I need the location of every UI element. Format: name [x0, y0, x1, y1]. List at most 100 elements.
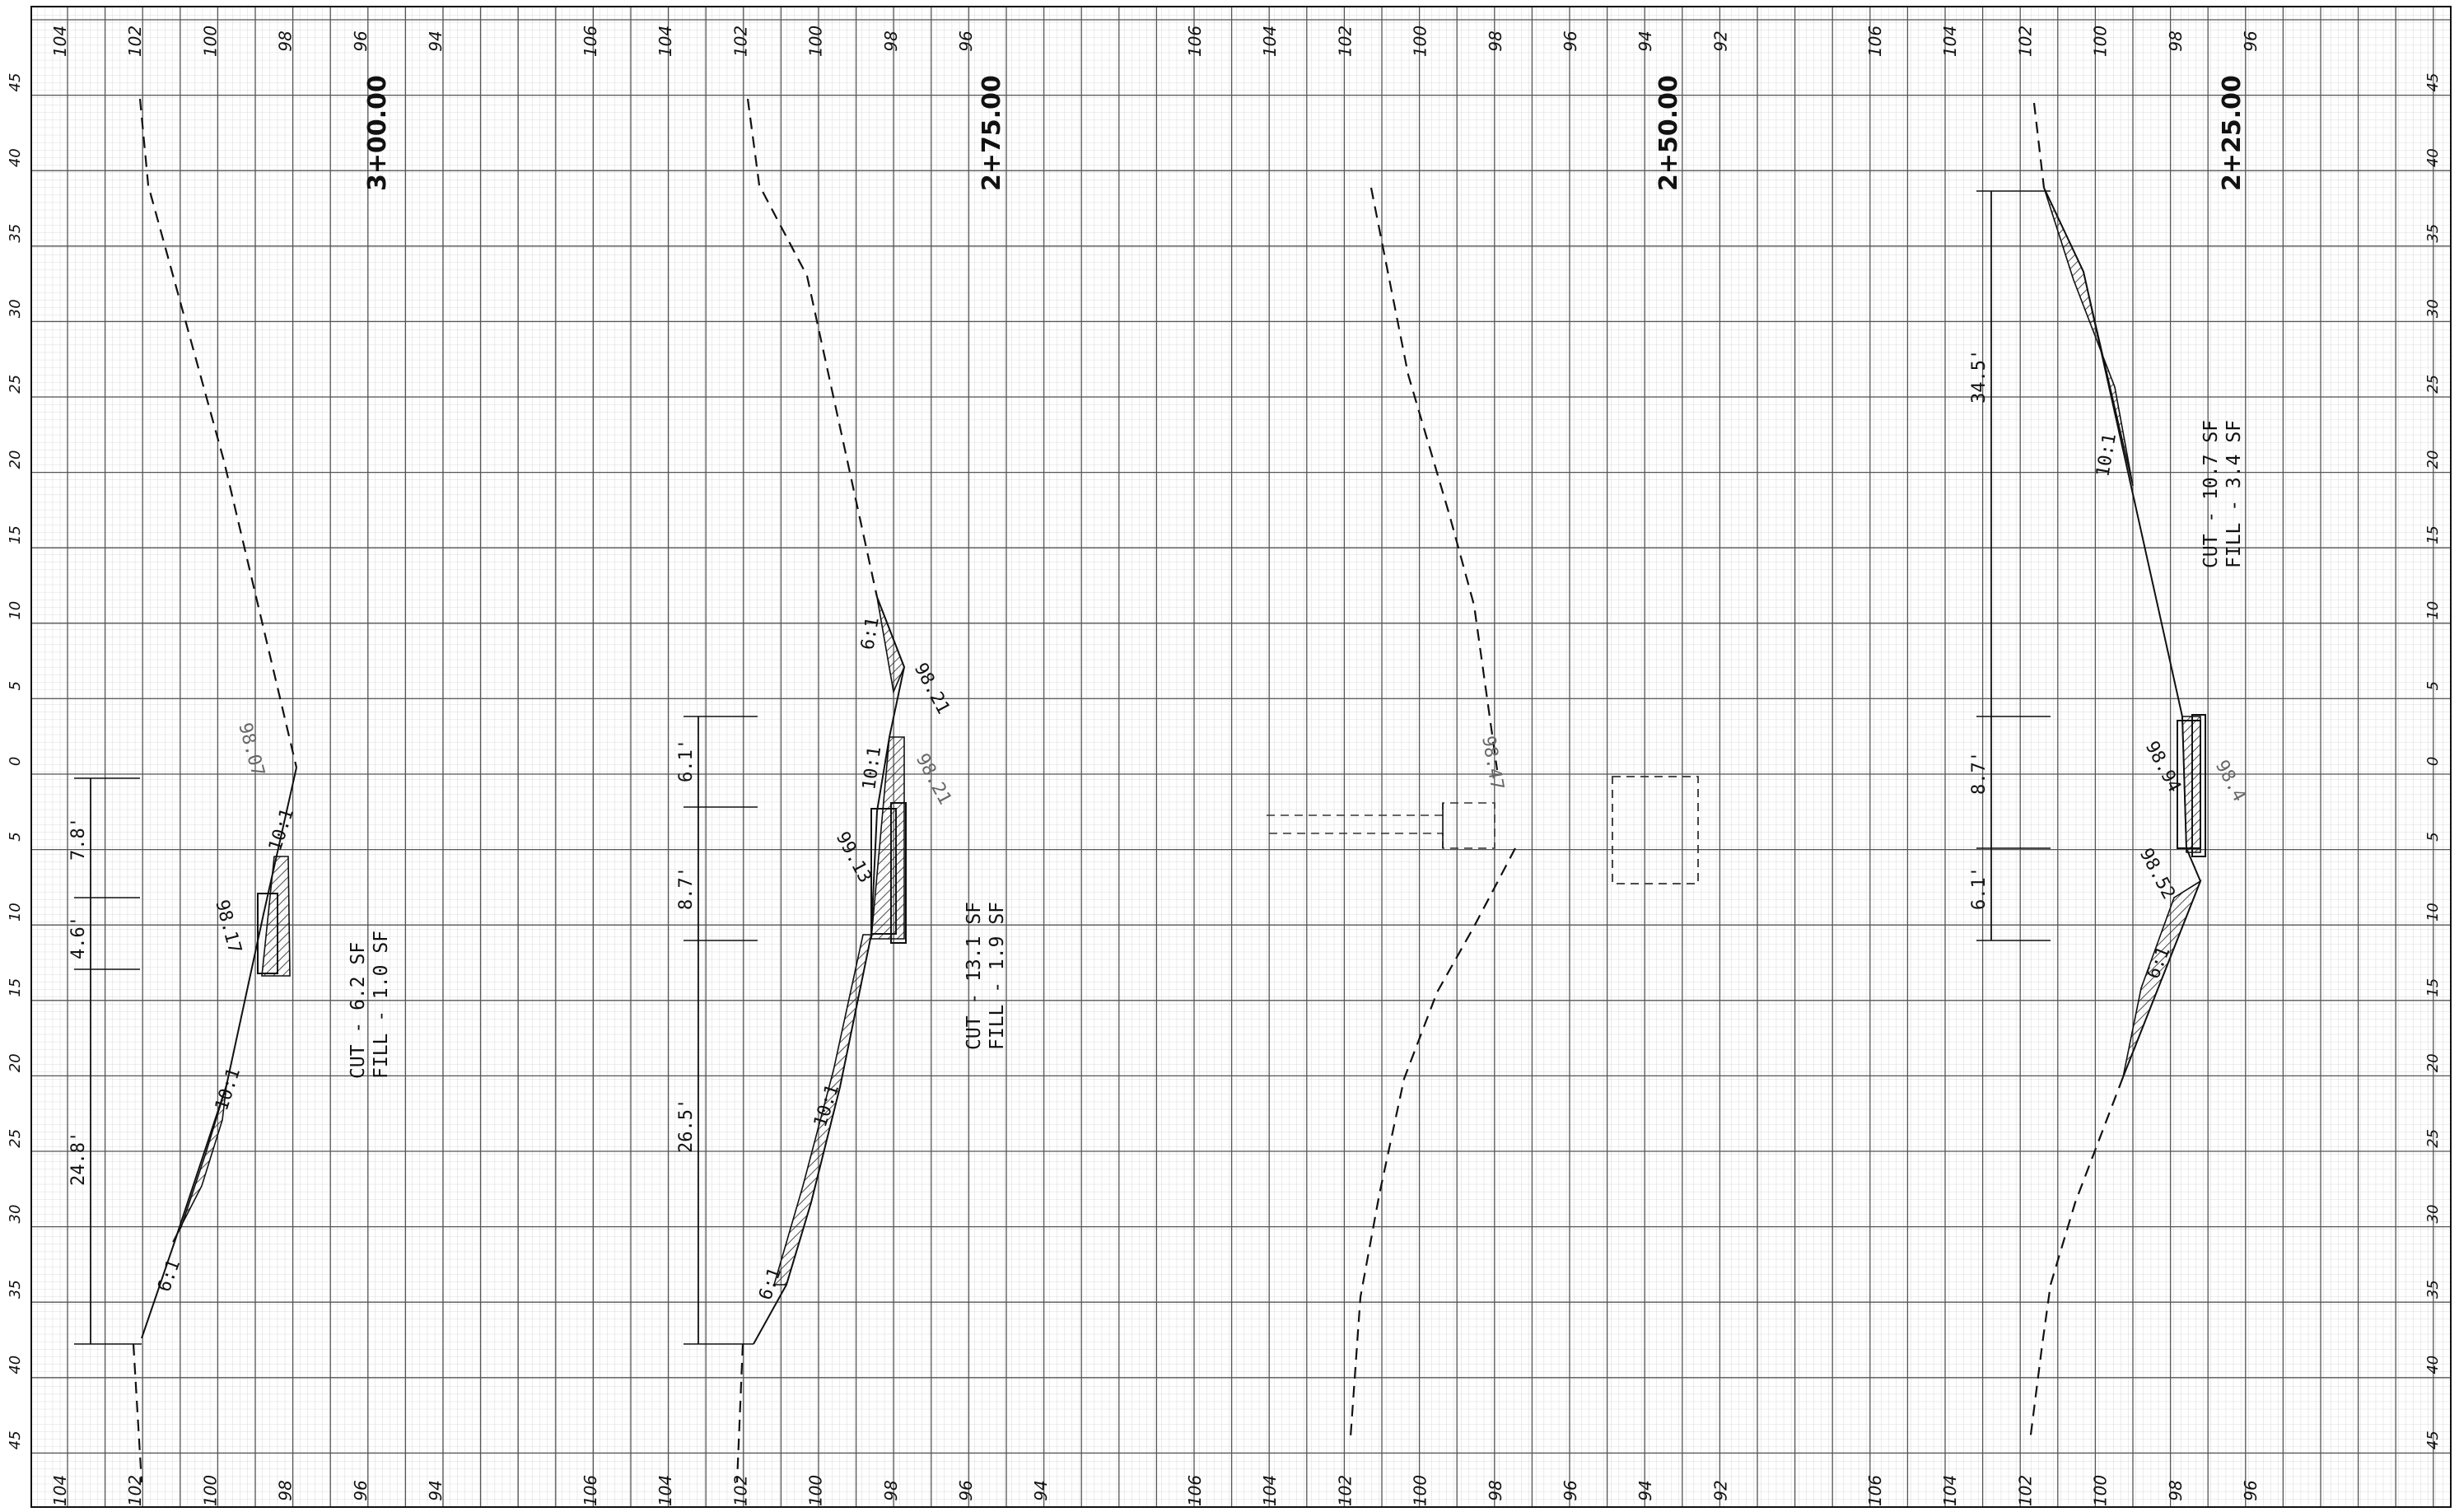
dim-label: 6.1' [1969, 866, 1990, 910]
offset-tick-label: 40 [7, 148, 24, 167]
elevation-tick-label: 100 [1411, 1475, 1430, 1506]
elevation-tick-label: 102 [730, 1475, 750, 1506]
offset-tick-label: 35 [2424, 224, 2442, 243]
elevation-tick-label: 100 [200, 1475, 220, 1506]
cut-area [172, 1085, 227, 1243]
offset-tick-label: 10 [7, 601, 24, 620]
elevation-tick-label: 94 [426, 1480, 446, 1500]
offset-tick-label: 20 [7, 1053, 24, 1072]
offset-tick-label: 20 [2424, 1053, 2442, 1072]
offset-tick-label: 35 [7, 224, 24, 243]
dim-label: 7.8' [68, 817, 89, 861]
offset-tick-label: 45 [2424, 73, 2442, 92]
existing-ground-line [2028, 1076, 2125, 1442]
elevation-tick-label: 98 [2166, 30, 2186, 51]
offset-tick-label: 30 [7, 299, 24, 318]
elevation-tick-label: 100 [2091, 26, 2111, 57]
offset-tick-label: 10 [2424, 903, 2442, 922]
elevation-tick-label: 100 [2091, 1475, 2111, 1506]
offset-tick-label: 25 [2424, 375, 2442, 394]
dim-label: 34.5' [1969, 349, 1990, 404]
elevation-tick-label: 98 [2166, 1480, 2186, 1500]
offset-tick-label: 5 [7, 832, 24, 841]
elevation-tick-label: 102 [730, 26, 750, 57]
fill-quantity: FILL - 1.9 SF [987, 902, 1008, 1050]
fill-quantity: FILL - 1.0 SF [371, 931, 392, 1079]
offset-tick-label: 25 [2424, 1129, 2442, 1148]
elevation-tick-label: 106 [1185, 1475, 1205, 1506]
offset-axis-bottom: 45 40 35 30 25 20 15 10 5 0 5 10 15 20 25 30 35 40 45 [2424, 73, 2442, 1450]
cut-quantity: CUT - 13.1 SF [964, 902, 985, 1050]
dim-label: 24.8' [68, 1132, 89, 1186]
major-grid [31, 7, 2451, 1507]
offset-tick-label: 45 [2424, 1430, 2442, 1449]
offset-tick-label: 35 [7, 1280, 24, 1299]
existing-ground-line [1349, 847, 1516, 1438]
cut-quantity: CUT - 10.7 SF [2200, 420, 2222, 568]
elevation-tick-label: 98 [276, 30, 296, 51]
offset-tick-label: 25 [7, 375, 24, 394]
fill-quantity: FILL - 3.4 SF [2223, 420, 2245, 568]
dim-label: 8.7' [1969, 751, 1990, 795]
pipe-rect [2191, 714, 2206, 857]
elevation-tick-label: 100 [200, 26, 220, 57]
offset-tick-label: 40 [7, 1356, 24, 1374]
elevation-tick-label: 104 [1940, 26, 1960, 57]
offset-tick-label: 40 [2424, 1356, 2442, 1374]
elevation-tick-label: 104 [1940, 1475, 1960, 1506]
pipe-rect [870, 808, 897, 935]
offset-tick-label: 15 [2424, 525, 2442, 544]
section-2-25: 2+25.00 34.5' 8.7' 6.1' 10:1 6:1 98.94 9… [1969, 75, 2250, 1442]
dim-label: 4.6' [68, 916, 89, 959]
elevation-tick-label: 102 [1335, 26, 1355, 57]
existing-ground-line [735, 1343, 744, 1483]
cut-quantity: CUT - 6.2 SF [348, 942, 369, 1079]
offset-tick-label: 45 [7, 73, 24, 92]
elevation-tick-label: 96 [351, 1480, 371, 1500]
elevation-tick-label: 98 [881, 30, 901, 51]
station-label: 2+75.00 [978, 75, 1006, 191]
elevation-tick-label: 100 [1411, 26, 1430, 57]
elevation-tick-label: 98 [1486, 30, 1505, 51]
elevation-tick-label: 96 [2241, 30, 2261, 51]
station-label: 3+00.00 [363, 75, 392, 191]
dim-label: 26.5' [676, 1099, 697, 1153]
existing-ground-line [132, 1343, 143, 1483]
offset-tick-label: 35 [2424, 1280, 2442, 1299]
offset-tick-label: 30 [7, 1205, 24, 1224]
elevation-tick-label: 102 [1335, 1475, 1355, 1506]
elevation-tick-label: 94 [426, 30, 446, 51]
minor-grid [31, 7, 2451, 1507]
elevation-tick-label: 100 [806, 1475, 826, 1506]
elevation-tick-label: 94 [1031, 1480, 1051, 1500]
offset-tick-label: 30 [2424, 299, 2442, 318]
elevation-tick-label: 96 [1561, 30, 1580, 51]
offset-tick-label: 40 [2424, 148, 2442, 167]
dim-label: 8.7' [676, 866, 697, 910]
existing-ground-line [746, 98, 879, 598]
elevation-tick-label: 92 [1710, 1480, 1730, 1500]
offset-tick-label: 25 [7, 1129, 24, 1148]
elevation-tick-label: 94 [1635, 1480, 1655, 1500]
offset-tick-label: 30 [2424, 1205, 2442, 1224]
elevation-tick-label: 106 [581, 26, 600, 57]
dim-label: 6.1' [676, 739, 697, 782]
elevation-tick-label: 106 [1865, 1475, 1885, 1506]
offset-tick-label: 0 [7, 757, 24, 766]
elevation-tick-label: 96 [351, 30, 371, 51]
elevation-tick-label: 96 [956, 1480, 976, 1500]
cut-area [772, 934, 872, 1286]
elevation-tick-label: 98 [881, 1480, 901, 1500]
offset-tick-label: 5 [7, 681, 24, 690]
elevation-tick-label: 102 [125, 26, 145, 57]
elevation-tick-label: 104 [1260, 1475, 1280, 1506]
cut-area [2122, 880, 2202, 1078]
elevation-tick-label: 96 [956, 30, 976, 51]
offset-tick-label: 5 [2424, 832, 2442, 841]
station-label: 2+50.00 [1654, 75, 1683, 191]
cut-area [2043, 187, 2134, 487]
pipe-rect [2177, 720, 2201, 849]
culvert-box [1612, 776, 1699, 884]
elevation-labels: 104 102 100 98 96 94 104 102 100 98 96 94 106 104 102 1… [50, 26, 2261, 1506]
sheet-border [30, 6, 2452, 1508]
